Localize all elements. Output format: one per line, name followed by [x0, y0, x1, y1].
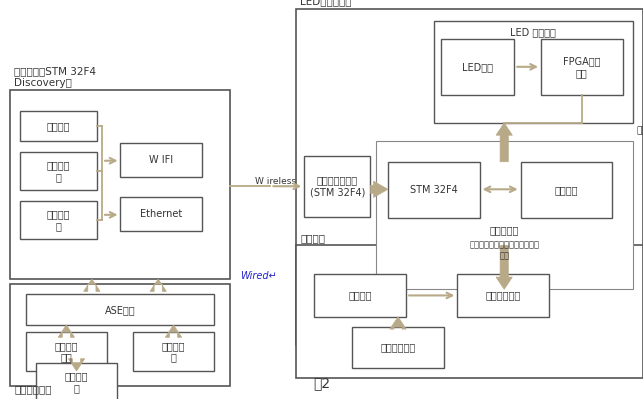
Bar — [296, 245, 643, 378]
Text: 控制单元（STM 32F4
Discovery）: 控制单元（STM 32F4 Discovery） — [14, 67, 96, 88]
Bar — [441, 39, 514, 95]
Bar — [120, 143, 202, 177]
Bar — [36, 363, 118, 399]
Text: 标准数据
源: 标准数据 源 — [162, 341, 185, 362]
Bar — [314, 274, 406, 317]
Text: LED旋转屏单元: LED旋转屏单元 — [300, 0, 352, 7]
Bar — [521, 162, 612, 218]
Text: Wired↵: Wired↵ — [240, 271, 276, 281]
Polygon shape — [150, 279, 167, 291]
Text: STM 32F4: STM 32F4 — [410, 185, 458, 195]
Text: ASE文件: ASE文件 — [105, 305, 135, 315]
Text: 机械单元: 机械单元 — [300, 233, 325, 243]
Bar — [21, 152, 97, 190]
Bar — [10, 284, 230, 386]
Bar — [21, 111, 97, 141]
Text: 角度传感
器: 角度传感 器 — [47, 160, 71, 182]
Polygon shape — [370, 181, 388, 198]
Text: 存储单元: 存储单元 — [555, 185, 578, 195]
Bar — [376, 141, 633, 289]
Bar — [541, 39, 622, 95]
Text: 数据分发层: 数据分发层 — [489, 225, 519, 235]
Text: Ethernet: Ethernet — [140, 209, 183, 219]
Bar — [304, 156, 370, 217]
Text: （实时体三维数据生成算法处理
分）: （实时体三维数据生成算法处理 分） — [469, 241, 539, 260]
Text: LED阵列: LED阵列 — [462, 62, 493, 72]
Bar — [120, 198, 202, 231]
Bar — [10, 90, 230, 279]
Bar — [352, 327, 444, 368]
Polygon shape — [84, 279, 100, 291]
Polygon shape — [390, 317, 406, 329]
Bar — [434, 21, 633, 123]
Text: 机械操作面板: 机械操作面板 — [485, 290, 521, 300]
Text: 其他数据
源: 其他数据 源 — [65, 371, 88, 393]
Text: 测速系统: 测速系统 — [349, 290, 372, 300]
Text: FPGA控制
单元: FPGA控制 单元 — [563, 57, 601, 78]
Text: W ireless: W ireless — [255, 177, 296, 186]
Bar — [132, 332, 214, 371]
Text: W IFI: W IFI — [149, 155, 174, 165]
Text: 数据生成
软件: 数据生成 软件 — [55, 341, 78, 362]
Bar — [26, 332, 107, 371]
Text: 图2: 图2 — [313, 376, 330, 390]
Polygon shape — [68, 359, 85, 371]
Text: 电机驱动系统: 电机驱动系统 — [381, 342, 415, 352]
Text: 数据源文
件: 数据源文 件 — [47, 209, 71, 231]
Polygon shape — [496, 123, 512, 162]
Text: 数据获取单元: 数据获取单元 — [14, 384, 52, 394]
Polygon shape — [165, 325, 182, 337]
Text: 串行总线: 串行总线 — [637, 126, 643, 136]
Bar — [457, 274, 549, 317]
Polygon shape — [496, 245, 512, 289]
Text: 控制命令处理器
(STM 32F4): 控制命令处理器 (STM 32F4) — [310, 176, 365, 197]
Bar — [26, 294, 214, 325]
Bar — [388, 162, 480, 218]
Text: 控制命令: 控制命令 — [47, 121, 71, 131]
Text: LED 显示阵列: LED 显示阵列 — [511, 27, 556, 37]
Bar — [21, 201, 97, 239]
Polygon shape — [58, 325, 75, 337]
Bar — [296, 9, 643, 346]
